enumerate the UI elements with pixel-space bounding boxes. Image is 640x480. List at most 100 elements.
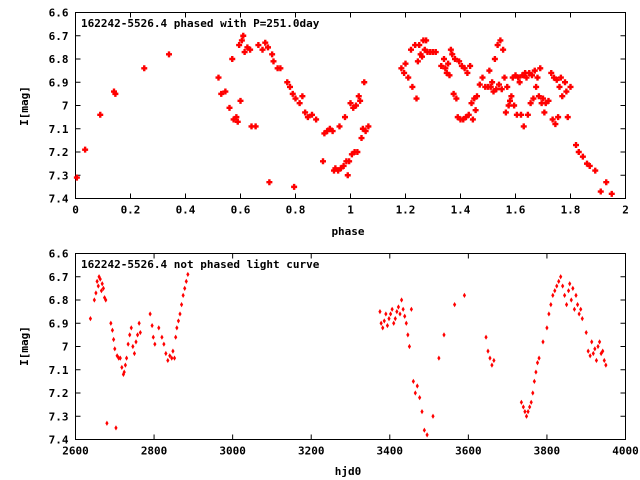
data-point	[515, 74, 522, 81]
data-point	[218, 90, 225, 97]
data-point	[175, 325, 179, 331]
data-point	[547, 311, 551, 317]
data-point	[112, 90, 119, 97]
data-point	[529, 399, 533, 405]
data-point	[230, 116, 237, 123]
data-point	[413, 95, 420, 102]
data-point	[469, 116, 476, 123]
data-point	[593, 346, 597, 352]
data-point	[259, 46, 266, 53]
data-point	[497, 37, 504, 44]
data-point	[530, 95, 537, 102]
data-point	[96, 283, 100, 289]
data-point	[526, 409, 530, 415]
data-point	[381, 325, 385, 331]
data-point	[579, 153, 586, 160]
data-point	[113, 346, 117, 352]
data-point	[359, 125, 366, 132]
data-point	[504, 83, 511, 90]
data-point	[336, 123, 343, 130]
data-point	[453, 302, 457, 308]
data-point	[344, 172, 351, 179]
data-point	[563, 88, 570, 95]
data-point	[535, 360, 540, 366]
x-tick-label: 1.2	[396, 204, 416, 217]
data-point	[520, 123, 527, 130]
data-point	[571, 285, 575, 291]
data-point	[528, 404, 532, 410]
data-point	[419, 53, 425, 60]
data-point	[252, 123, 259, 130]
data-point	[131, 343, 135, 350]
data-point	[561, 283, 565, 289]
data-point	[215, 74, 222, 81]
data-point	[164, 350, 168, 357]
data-point	[557, 74, 564, 81]
data-point	[355, 93, 362, 100]
data-point	[304, 114, 311, 121]
data-point	[534, 369, 538, 375]
data-point	[522, 69, 529, 76]
data-point	[537, 65, 544, 72]
data-point	[524, 413, 529, 419]
data-point	[124, 355, 129, 361]
x-tick-label: 4000	[612, 445, 639, 458]
data-point	[563, 292, 567, 298]
data-point	[170, 355, 174, 361]
data-point	[134, 339, 138, 345]
data-point	[405, 74, 412, 81]
data-point	[269, 51, 276, 58]
data-point	[395, 309, 399, 315]
data-point	[509, 74, 516, 81]
x-tick-label: 0.6	[231, 204, 251, 217]
data-point	[162, 341, 166, 347]
data-point	[591, 350, 595, 357]
y-ticks: 6.6 6.7 6.8 6.9 7 7.1 7.2 7.3 7.4	[49, 7, 626, 206]
data-point	[562, 79, 568, 86]
data-point	[575, 149, 582, 155]
data-point	[599, 350, 603, 357]
data-point	[289, 90, 296, 97]
y-tick-label: 7.2	[49, 146, 69, 159]
data-point	[398, 311, 402, 317]
data-point	[453, 95, 460, 102]
data-point	[357, 97, 364, 104]
data-point	[541, 339, 545, 345]
data-point	[229, 56, 236, 62]
data-point	[407, 343, 412, 350]
y-tick-label: 6.7	[49, 271, 69, 284]
data-point	[492, 357, 496, 364]
data-point	[498, 86, 505, 93]
data-point	[132, 350, 137, 357]
x-ticks: 0 0.2 0.4 0.6 0.8 1 1.2 1.4 1.6 1.8 2	[72, 12, 629, 217]
data-point	[420, 409, 424, 415]
data-point	[148, 311, 152, 317]
data-point	[456, 58, 463, 65]
data-point	[153, 341, 157, 347]
data-point	[511, 102, 518, 109]
data-point	[393, 316, 397, 322]
data-point	[408, 46, 414, 53]
data-point	[399, 297, 404, 303]
data-point	[358, 135, 365, 142]
data-point	[302, 109, 309, 116]
data-point	[568, 281, 572, 287]
data-point	[238, 37, 245, 44]
data-point	[526, 69, 533, 76]
data-point	[545, 325, 549, 331]
data-point	[222, 88, 229, 95]
data-point	[248, 123, 255, 130]
data-point	[361, 79, 368, 86]
y-tick-label: 7.4	[49, 193, 69, 206]
unphased-light-curve-panel: 2600 2800 3000 3200 3400 3600 3800 4000 6.66.76…	[18, 248, 639, 479]
data-point	[102, 295, 107, 301]
data-point	[292, 95, 299, 102]
data-point	[129, 325, 133, 331]
data-point	[122, 369, 126, 375]
data-point	[574, 292, 578, 298]
data-point	[512, 72, 519, 79]
y-tick-label: 6.8	[49, 53, 69, 66]
data-point	[92, 297, 96, 303]
data-point	[105, 420, 109, 426]
